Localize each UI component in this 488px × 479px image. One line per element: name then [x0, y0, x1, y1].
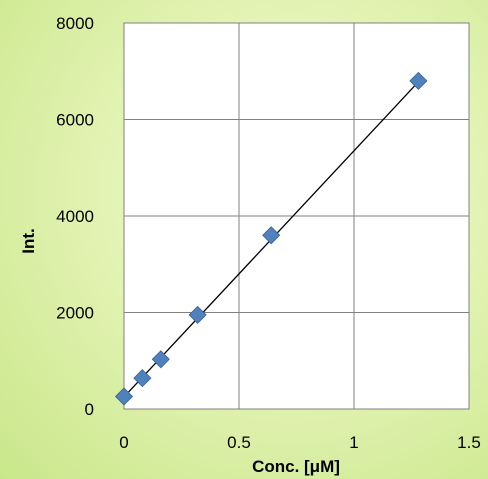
x-axis-title: Conc. [μM] [252, 457, 340, 476]
y-tick-label: 8000 [56, 14, 94, 33]
data-point [133, 369, 152, 388]
data-point [409, 71, 428, 90]
data-points [114, 71, 428, 406]
y-tick-label: 0 [85, 400, 94, 419]
data-point [114, 387, 134, 406]
x-tick-label: 0 [119, 433, 128, 452]
y-axis-title: Int. [19, 228, 38, 254]
data-point [188, 305, 207, 324]
data-point [151, 350, 170, 369]
x-tick-label: 0.5 [227, 433, 251, 452]
plot-border [123, 22, 470, 410]
grid [124, 23, 469, 409]
data-point [262, 226, 281, 245]
x-tick-label: 1 [349, 433, 358, 452]
y-tick-label: 2000 [56, 304, 94, 323]
y-tick-label: 4000 [56, 207, 94, 226]
tick-labels: 0 0.5 1 1.5 0 2000 4000 6000 8000 [56, 14, 481, 452]
y-tick-label: 6000 [56, 111, 94, 130]
x-tick-label: 1.5 [457, 433, 481, 452]
